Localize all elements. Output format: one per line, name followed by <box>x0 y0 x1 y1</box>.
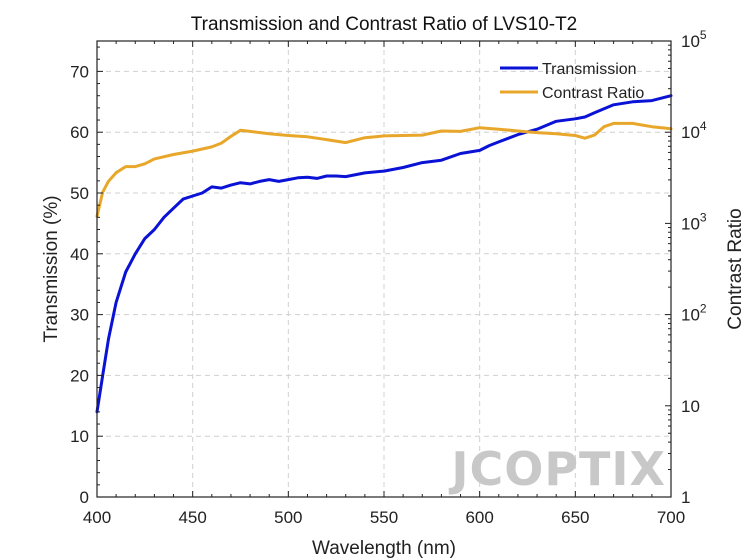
y-left-tick-labels: 0 10 20 30 40 50 60 70 <box>70 62 89 507</box>
x-tick-label: 600 <box>465 508 493 527</box>
x-tick-label: 500 <box>274 508 302 527</box>
x-tick-label: 650 <box>561 508 589 527</box>
y-left-tick-label: 30 <box>70 306 89 325</box>
ticks <box>96 40 672 498</box>
y-right-tick-label: 102 <box>681 302 707 325</box>
y-right-tick-label: 104 <box>681 119 707 142</box>
y-right-tick-label: 1 <box>681 488 690 507</box>
y-left-tick-label: 70 <box>70 62 89 81</box>
series-line-1 <box>95 121 673 218</box>
y-right-tick-exp: 5 <box>700 28 707 42</box>
y-left-axis-title: Transmission (%) <box>41 195 62 342</box>
y-right-tick-base: 10 <box>681 214 700 233</box>
y-right-tick-base: 10 <box>681 123 700 142</box>
x-axis-title: Wavelength (nm) <box>312 538 456 559</box>
y-left-tick-label: 0 <box>80 488 89 507</box>
legend-label-1: Contrast Ratio <box>542 85 644 102</box>
y-right-tick-label: 105 <box>681 28 707 51</box>
grid <box>97 41 671 497</box>
y-right-tick-exp: 2 <box>700 302 707 316</box>
legend-label-0: Transmission <box>542 61 637 78</box>
series-line-0 <box>95 94 673 414</box>
y-right-tick-base: 10 <box>681 32 700 51</box>
y-right-tick-label: 103 <box>681 210 707 233</box>
watermark: JCOPTIX <box>448 442 666 496</box>
y-right-tick-exp: 4 <box>700 119 707 133</box>
y-left-tick-label: 40 <box>70 245 89 264</box>
watermark-text: JCOPTIX <box>448 442 666 496</box>
chart-title: Transmission and Contrast Ratio of LVS10… <box>191 14 578 35</box>
y-left-tick-label: 10 <box>70 427 89 446</box>
x-tick-label: 400 <box>83 508 111 527</box>
y-right-tick-base: 10 <box>681 397 700 416</box>
y-right-tick-exp: 3 <box>700 210 707 224</box>
x-tick-label: 700 <box>657 508 685 527</box>
x-tick-labels: 400 450 500 550 600 650 700 <box>83 508 685 527</box>
y-left-tick-label: 20 <box>70 366 89 385</box>
legend: Transmission Contrast Ratio <box>500 61 644 102</box>
y-left-tick-label: 60 <box>70 123 89 142</box>
x-tick-label: 550 <box>370 508 398 527</box>
y-right-tick-base: 1 <box>681 488 690 507</box>
x-tick-label: 450 <box>178 508 206 527</box>
series-lines <box>95 94 673 414</box>
y-left-tick-label: 50 <box>70 184 89 203</box>
y-right-tick-label: 10 <box>681 397 700 416</box>
y-right-tick-base: 10 <box>681 306 700 325</box>
y-right-axis-title: Contrast Ratio <box>725 208 746 329</box>
